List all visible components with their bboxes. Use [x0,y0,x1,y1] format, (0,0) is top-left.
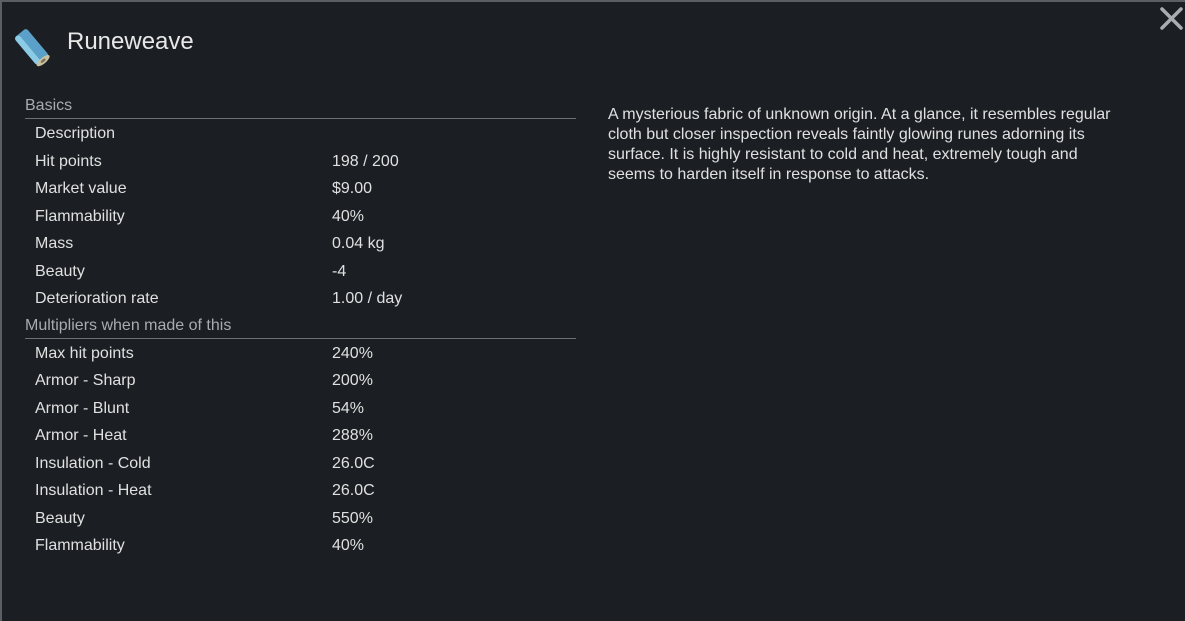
row-value: 26.0C [332,454,375,472]
row-label: Hit points [35,152,102,170]
row-value: 1.00 / day [332,290,403,307]
row-value: 40% [332,207,365,225]
close-button[interactable] [1158,5,1185,33]
row-value: 200% [332,372,373,389]
section-title: Basics [25,97,73,114]
row-label: Description [35,125,116,142]
section-rule [25,337,576,339]
title: Runeweave [67,28,194,55]
row-label: Insulation - Cold [35,454,151,472]
row-label: Flammability [35,207,125,225]
row-label: Beauty [35,509,85,527]
row-value: 54% [332,399,365,417]
row-value: 40% [332,537,365,554]
description: A mysterious fabric of unknown origin. A… [608,106,1111,183]
row-label: Insulation - Heat [35,482,152,499]
row-value: 288% [332,427,373,444]
row-label: Armor - Sharp [35,372,136,389]
row-value: 198 / 200 [332,152,399,170]
row-label: Deterioration rate [35,290,159,307]
row-value: -4 [332,262,347,280]
row-value: 550% [332,509,373,527]
row-label: Flammability [35,537,125,554]
row-label: Armor - Blunt [35,399,130,417]
row-label: Market value [35,180,127,197]
row-label: Max hit points [35,344,134,362]
row-value: 240% [332,344,373,362]
row-value: 0.04 kg [332,235,385,252]
section-title: Multipliers when made of this [25,316,232,334]
row-value: $9.00 [332,180,373,197]
row-value: 26.0C [332,482,375,499]
section-rule [25,118,576,119]
row-label: Mass [35,235,74,252]
item-icon [15,29,50,67]
row-label: Armor - Heat [35,427,127,444]
row-label: Beauty [35,262,85,280]
